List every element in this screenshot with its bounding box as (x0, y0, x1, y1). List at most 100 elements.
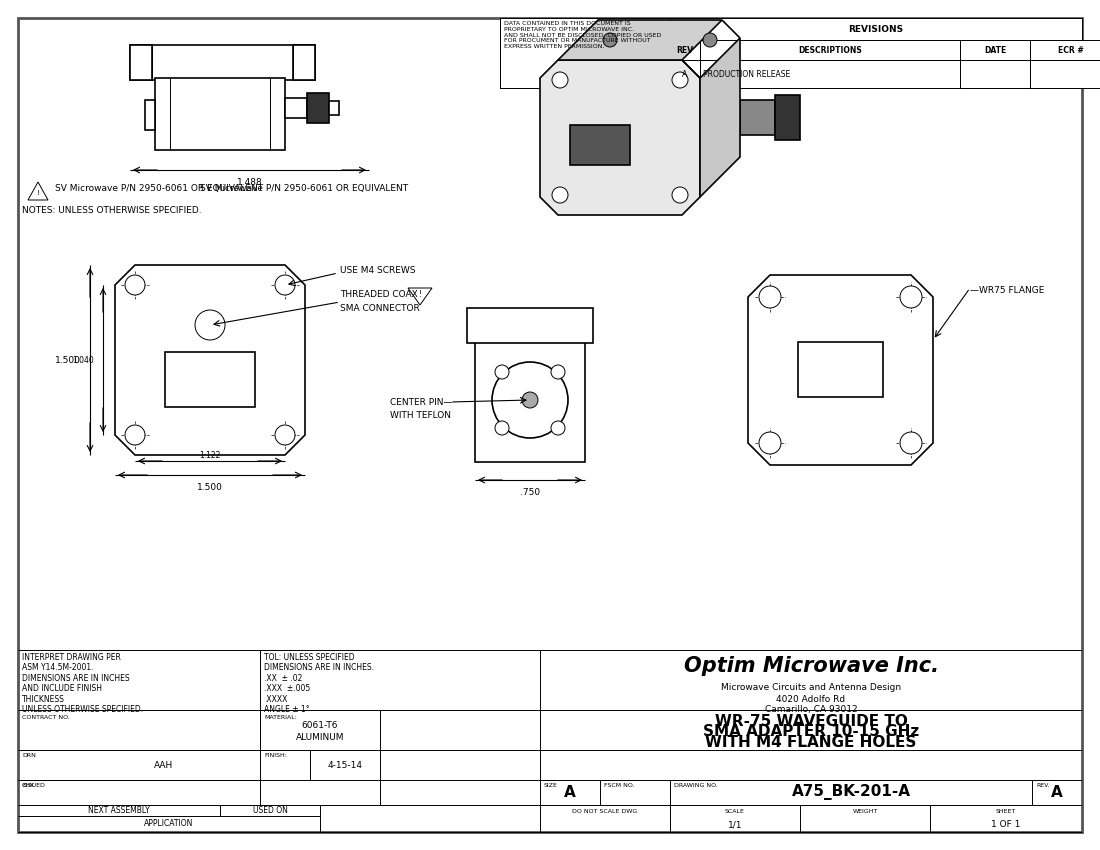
Bar (700, 60, 960, 88)
Text: 1.122: 1.122 (199, 450, 221, 460)
Text: TOL: UNLESS SPECIFIED
DIMENSIONS ARE IN INCHES.
.XX  ± .02
.XXX  ±.005
.XXXX
ANG: TOL: UNLESS SPECIFIED DIMENSIONS ARE IN … (264, 653, 374, 714)
Bar (130, 45, 315, 80)
Text: REV.: REV. (1036, 783, 1049, 788)
Text: NOTES: UNLESS OTHERWISE SPECIFIED.: NOTES: UNLESS OTHERWISE SPECIFIED. (22, 206, 201, 214)
Text: DRN: DRN (22, 753, 36, 758)
Text: Microwave Circuits and Antenna Design: Microwave Circuits and Antenna Design (720, 683, 901, 692)
Text: 1.488: 1.488 (236, 178, 263, 186)
Bar (500, 18, 670, 88)
Text: 1 OF 1: 1 OF 1 (991, 820, 1021, 829)
Text: WEIGHT: WEIGHT (852, 809, 878, 814)
Text: FINISH:: FINISH: (264, 753, 287, 758)
Text: USE M4 SCREWS: USE M4 SCREWS (340, 265, 416, 275)
Bar (670, 18, 1082, 40)
Circle shape (275, 425, 295, 445)
Text: CONTRACT NO.: CONTRACT NO. (22, 715, 70, 720)
Polygon shape (748, 275, 933, 465)
Text: SMA CONNECTOR: SMA CONNECTOR (340, 303, 420, 313)
Circle shape (195, 310, 226, 340)
Text: 6061-T6: 6061-T6 (301, 721, 339, 729)
Bar (570, 125, 630, 165)
Text: WITH M4 FLANGE HOLES: WITH M4 FLANGE HOLES (705, 735, 916, 751)
Circle shape (672, 187, 688, 203)
Text: A: A (564, 785, 576, 800)
Circle shape (759, 432, 781, 454)
Text: INTERPRET DRAWING PER
ASM Y14.5M-2001.
DIMENSIONS ARE IN INCHES
AND INCLUDE FINI: INTERPRET DRAWING PER ASM Y14.5M-2001. D… (22, 653, 143, 714)
Polygon shape (116, 265, 305, 455)
Bar (293, 45, 315, 80)
Bar (165, 352, 255, 407)
Text: ISSUED: ISSUED (22, 783, 45, 788)
Text: 1/1: 1/1 (728, 820, 743, 829)
Circle shape (522, 392, 538, 408)
Text: REVISIONS: REVISIONS (848, 25, 903, 33)
Bar (500, 18, 1082, 88)
Text: THREADED COAX: THREADED COAX (340, 290, 418, 298)
Text: A75_BK-201-A: A75_BK-201-A (792, 785, 911, 801)
Circle shape (900, 432, 922, 454)
Text: SIZE: SIZE (544, 783, 558, 788)
Text: 4-15-14: 4-15-14 (328, 761, 363, 769)
Text: NEXT ASSEMBLY: NEXT ASSEMBLY (88, 806, 150, 815)
Bar (670, 40, 700, 60)
Bar (670, 60, 700, 88)
Bar (700, 40, 960, 60)
Text: —WR75 FLANGE: —WR75 FLANGE (970, 286, 1044, 294)
Bar (145, 100, 155, 130)
Text: DATE: DATE (983, 46, 1006, 54)
Text: CHK: CHK (22, 783, 35, 788)
Bar (960, 40, 1030, 60)
Bar (155, 78, 285, 150)
Text: Optim Microwave Inc.: Optim Microwave Inc. (683, 656, 938, 676)
Bar (960, 60, 1030, 88)
Bar (776, 95, 800, 140)
Circle shape (495, 421, 509, 435)
Text: REV: REV (676, 46, 693, 54)
Text: .750: .750 (520, 488, 540, 496)
Text: WR-75 WAVEGUIDE TO: WR-75 WAVEGUIDE TO (715, 714, 907, 728)
Bar (740, 100, 776, 135)
Polygon shape (540, 60, 700, 215)
Circle shape (125, 275, 145, 295)
Text: 1.500: 1.500 (55, 355, 81, 365)
Circle shape (495, 365, 509, 379)
Text: ALUMINUM: ALUMINUM (296, 734, 344, 743)
Circle shape (552, 187, 568, 203)
Circle shape (703, 33, 717, 47)
Circle shape (275, 275, 295, 295)
Bar (307, 93, 329, 123)
Text: A: A (682, 70, 688, 78)
Text: FSCM NO.: FSCM NO. (604, 783, 635, 788)
Text: 4020 Adolfo Rd: 4020 Adolfo Rd (777, 695, 846, 704)
Circle shape (672, 72, 688, 88)
Polygon shape (408, 288, 432, 305)
Bar (130, 45, 152, 80)
Text: WITH TEFLON: WITH TEFLON (390, 411, 451, 420)
Circle shape (551, 421, 565, 435)
Polygon shape (558, 20, 722, 60)
Bar (329, 101, 339, 115)
Circle shape (552, 72, 568, 88)
Bar (1030, 60, 1100, 88)
Bar (468, 308, 593, 343)
Text: USED ON: USED ON (253, 806, 287, 815)
Bar (798, 342, 883, 397)
Text: 1.500: 1.500 (197, 483, 223, 491)
Circle shape (759, 286, 781, 308)
Text: SCALE: SCALE (725, 809, 745, 814)
Text: 1.040: 1.040 (73, 355, 94, 365)
Circle shape (125, 425, 145, 445)
Bar (285, 98, 307, 118)
Text: A: A (1052, 785, 1063, 800)
Circle shape (492, 362, 568, 438)
Text: AAH: AAH (154, 761, 174, 769)
Bar (475, 317, 585, 462)
Text: CENTER PIN—: CENTER PIN— (390, 398, 452, 406)
Text: SV Microwave P/N 2950-6061 OR EQUIVALENT: SV Microwave P/N 2950-6061 OR EQUIVALENT (200, 184, 408, 192)
Text: SMA ADAPTER 10-15 GHz: SMA ADAPTER 10-15 GHz (703, 724, 920, 740)
Polygon shape (28, 182, 48, 200)
Text: !: ! (36, 190, 40, 196)
Text: DRAWING NO.: DRAWING NO. (674, 783, 718, 788)
Circle shape (551, 365, 565, 379)
Circle shape (202, 317, 218, 333)
